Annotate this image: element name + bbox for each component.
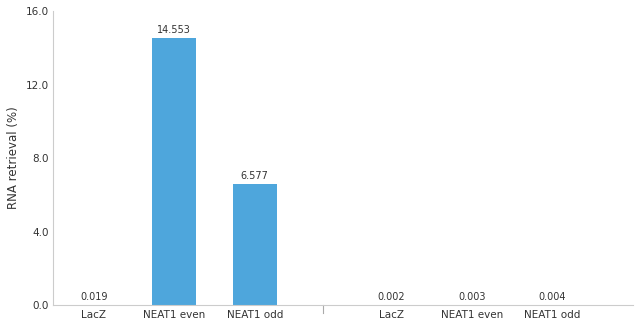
Text: 6.577: 6.577: [241, 171, 269, 181]
Text: 0.004: 0.004: [539, 292, 566, 302]
Y-axis label: RNA retrieval (%): RNA retrieval (%): [7, 107, 20, 210]
Text: 0.019: 0.019: [80, 292, 108, 302]
Text: 14.553: 14.553: [157, 25, 191, 35]
Text: 0.002: 0.002: [378, 292, 405, 302]
Bar: [232, 184, 277, 305]
Bar: [152, 38, 196, 305]
Text: 0.003: 0.003: [458, 292, 486, 302]
